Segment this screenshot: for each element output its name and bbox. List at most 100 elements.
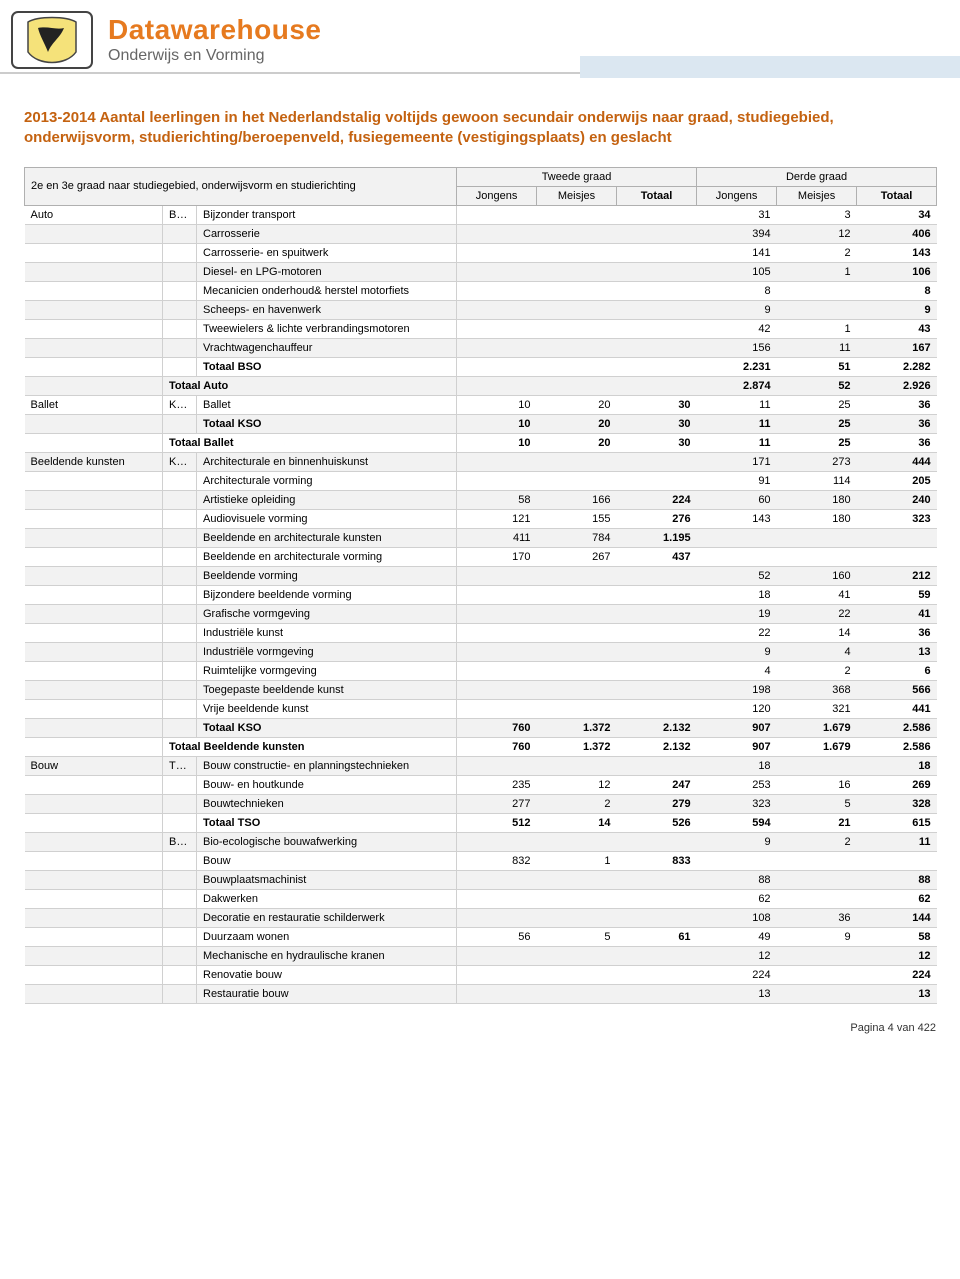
table-row: Totaal Auto2.874522.926 (25, 376, 937, 395)
cell-cat2 (163, 680, 197, 699)
cell-value (857, 851, 937, 870)
cell-cat3: Scheeps- en havenwerk (197, 300, 457, 319)
cell-value: 43 (857, 319, 937, 338)
cell-cat3: Artistieke opleiding (197, 490, 457, 509)
cell-cat1 (25, 281, 163, 300)
cell-value (537, 338, 617, 357)
cell-value: 10 (457, 395, 537, 414)
page-title: 2013-2014 Aantal leerlingen in het Neder… (0, 80, 960, 167)
cell-value (777, 870, 857, 889)
cell-value: 143 (857, 243, 937, 262)
cell-value: 141 (697, 243, 777, 262)
cell-cat3: Carrosserie (197, 224, 457, 243)
cell-value (537, 870, 617, 889)
cell-cat2 (163, 357, 197, 376)
cell-value (617, 604, 697, 623)
cell-value: 411 (457, 528, 537, 547)
table-row: Bouw8321833 (25, 851, 937, 870)
table-row: Tweewielers & lichte verbrandingsmotoren… (25, 319, 937, 338)
cell-value (777, 984, 857, 1003)
table-row: Totaal BSO2.231512.282 (25, 357, 937, 376)
cell-value: 321 (777, 699, 857, 718)
cell-cat1 (25, 984, 163, 1003)
cell-value: 156 (697, 338, 777, 357)
cell-value: 198 (697, 680, 777, 699)
cell-value: 105 (697, 262, 777, 281)
cell-value: 36 (777, 908, 857, 927)
cell-value: 25 (777, 414, 857, 433)
cell-cat1 (25, 794, 163, 813)
table-row: Decoratie en restauratie schilderwerk108… (25, 908, 937, 927)
cell-value (617, 661, 697, 680)
cell-value (537, 984, 617, 1003)
cell-value (457, 680, 537, 699)
cell-value: 9 (697, 642, 777, 661)
cell-value: 323 (857, 509, 937, 528)
cell-value (617, 319, 697, 338)
cell-cat1 (25, 262, 163, 281)
cell-value: 760 (457, 737, 537, 756)
cell-value: 25 (777, 433, 857, 452)
cell-value (457, 471, 537, 490)
cell-value: 512 (457, 813, 537, 832)
cell-cat3: Audiovisuele vorming (197, 509, 457, 528)
cell-cat3: Vrachtwagenchauffeur (197, 338, 457, 357)
cell-cat3: Vrije beeldende kunst (197, 699, 457, 718)
cell-value: 58 (857, 927, 937, 946)
cell-value (537, 224, 617, 243)
cell-cat3: Industriële vormgeving (197, 642, 457, 661)
cell-value: 205 (857, 471, 937, 490)
cell-value: 21 (777, 813, 857, 832)
cell-value: 615 (857, 813, 937, 832)
cell-cat1 (25, 376, 163, 395)
table-row: Bouw- en houtkunde2351224725316269 (25, 775, 937, 794)
cell-value: 11 (777, 338, 857, 357)
cell-value: 2.926 (857, 376, 937, 395)
table-row: Ruimtelijke vormgeving426 (25, 661, 937, 680)
cell-cat2 (163, 281, 197, 300)
cell-value: 20 (537, 433, 617, 452)
table-row: Vrije beeldende kunst120321441 (25, 699, 937, 718)
cell-value: 267 (537, 547, 617, 566)
cell-cat2 (163, 566, 197, 585)
cell-value (457, 946, 537, 965)
cell-cat1 (25, 832, 163, 851)
cell-value: 10 (457, 414, 537, 433)
cell-value: 91 (697, 471, 777, 490)
cell-value (857, 547, 937, 566)
cell-cat1 (25, 509, 163, 528)
cell-value: 907 (697, 718, 777, 737)
data-table: 2e en 3e graad naar studiegebied, onderw… (24, 167, 937, 1004)
cell-value: 155 (537, 509, 617, 528)
cell-value (617, 566, 697, 585)
cell-value (457, 642, 537, 661)
cell-value (617, 357, 697, 376)
cell-value (537, 376, 617, 395)
cell-cat2 (163, 775, 197, 794)
table-row: Grafische vormgeving192241 (25, 604, 937, 623)
cell-value: 1.195 (617, 528, 697, 547)
cell-cat3: Bouw (197, 851, 457, 870)
cell-value (537, 661, 617, 680)
cell-value (617, 205, 697, 224)
cell-value (617, 680, 697, 699)
cell-cat3: Ruimtelijke vormgeving (197, 661, 457, 680)
table-row: Totaal Ballet102030112536 (25, 433, 937, 452)
table-row: Carrosserie39412406 (25, 224, 937, 243)
cell-cat2: KSO (163, 395, 197, 414)
cell-cat3: Grafische vormgeving (197, 604, 457, 623)
cell-cat2 (163, 794, 197, 813)
cell-value: 224 (857, 965, 937, 984)
cell-value (457, 756, 537, 775)
cell-cat2 (163, 414, 197, 433)
cell-value: 61 (617, 927, 697, 946)
cell-value (457, 452, 537, 471)
cell-cat1 (25, 243, 163, 262)
cell-value: 20 (537, 395, 617, 414)
cell-value (777, 851, 857, 870)
table-row: BSOBio-ecologische bouwafwerking9211 (25, 832, 937, 851)
flanders-crest-icon (8, 8, 96, 72)
cell-value: 9 (697, 300, 777, 319)
cell-value: 276 (617, 509, 697, 528)
cell-cat3: Restauratie bouw (197, 984, 457, 1003)
